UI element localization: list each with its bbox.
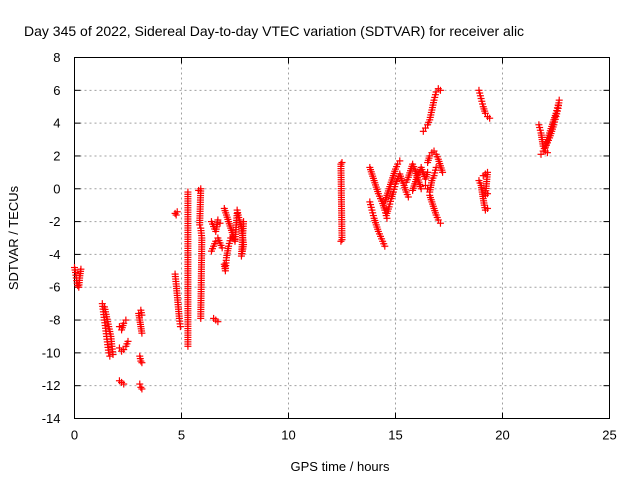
data-point [137,383,145,391]
data-point [436,219,444,227]
data-point [216,219,224,227]
data-point [137,357,145,365]
data-point [231,236,239,244]
data-point [338,236,346,244]
data-point [424,168,432,176]
data-point [381,242,389,250]
data-point [120,380,128,388]
y-tick-label: 0 [53,181,60,196]
data-point [136,380,144,388]
data-point [173,208,181,216]
data-point [138,329,146,337]
data-point [554,101,562,109]
axis-ticks: 0 5 10 15 20 25 -14 -12 -10 -8 -6 -4 -2 0 2 4 6 8 [42,50,617,443]
data-point [184,342,192,350]
y-tick-label: -6 [49,280,61,295]
data-point [439,168,447,176]
data-point [197,314,205,322]
y-tick-label: -14 [42,411,61,426]
data-point [176,323,184,331]
data-point [432,163,440,171]
data-point [337,237,345,245]
data-point [138,359,146,367]
data-point [122,316,130,324]
x-tick-label: 0 [71,428,78,443]
x-tick-label: 20 [495,428,509,443]
data-point [77,265,85,273]
plot-frame [74,57,610,419]
y-tick-label: -4 [49,247,61,262]
y-tick-label: -12 [42,378,61,393]
data-point [105,349,113,357]
x-tick-label: 25 [602,428,616,443]
data-point [240,218,248,226]
data-point [486,114,494,122]
data-point [484,190,492,198]
y-tick-label: 4 [53,116,60,131]
y-tick-label: 8 [53,50,60,65]
y-tick-label: -10 [42,345,61,360]
data-point [109,351,117,359]
data-point [436,86,444,94]
y-tick-label: -8 [49,313,61,328]
data-point [214,318,222,326]
data-point [555,96,563,104]
y-tick-label: 2 [53,148,60,163]
x-tick-label: 15 [388,428,402,443]
data-point [124,337,132,345]
x-tick-label: 10 [281,428,295,443]
x-tick-label: 5 [178,428,185,443]
data-point [396,157,404,165]
data-point [543,149,551,157]
data-point [338,159,346,167]
data-points [71,85,563,393]
y-axis-label: SDTVAR / TECUs [6,185,21,290]
data-point [138,311,146,319]
grid-lines [74,57,610,419]
x-axis-label: GPS time / hours [291,459,390,474]
data-point [417,185,425,193]
data-point [196,221,204,229]
data-point [138,385,146,393]
data-point [218,244,226,252]
data-point [172,211,180,219]
data-point [484,204,492,212]
y-tick-label: -2 [49,214,61,229]
data-point [74,282,82,290]
chart-title: Day 345 of 2022, Sidereal Day-to-day VTE… [24,23,524,39]
data-point [106,352,114,360]
data-point [404,193,412,201]
y-tick-label: 6 [53,83,60,98]
